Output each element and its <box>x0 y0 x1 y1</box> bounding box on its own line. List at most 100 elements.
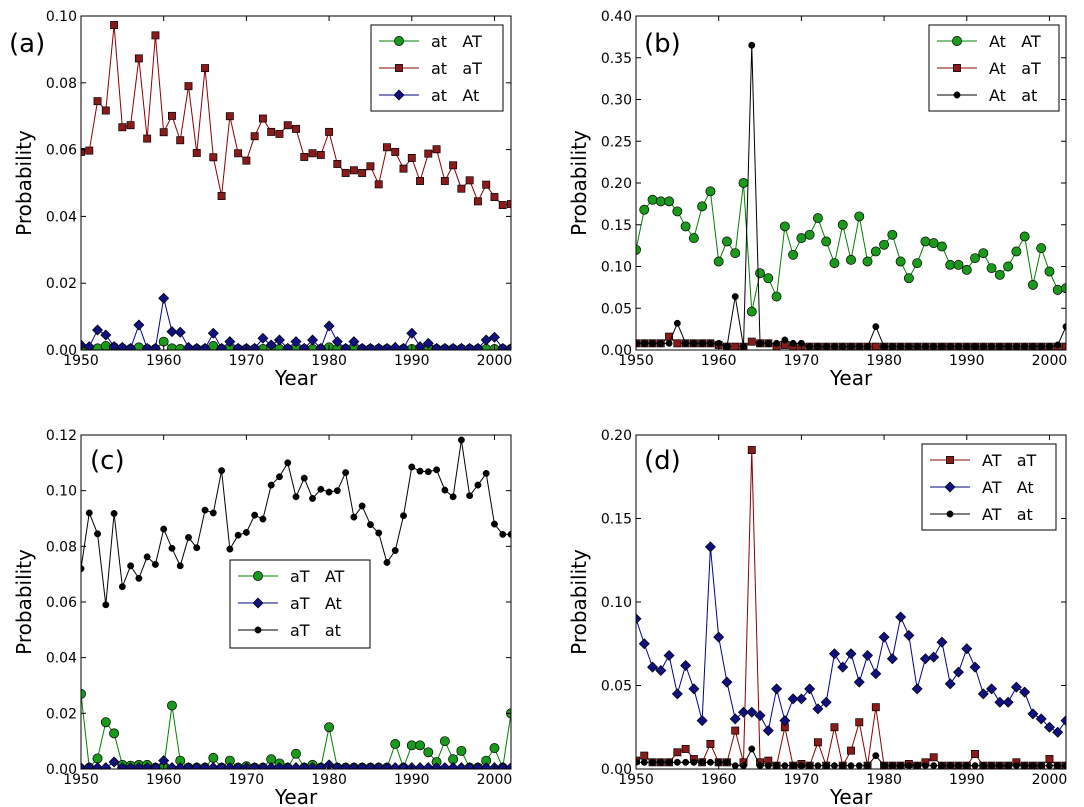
data-point <box>431 762 443 769</box>
data-point <box>406 740 417 751</box>
data-point <box>100 762 112 769</box>
data-point <box>1010 681 1022 693</box>
x-tick-label: 1990 <box>949 772 985 788</box>
data-point <box>977 688 989 700</box>
data-point <box>979 762 987 769</box>
legend-marker <box>953 64 961 72</box>
data-point <box>249 762 261 769</box>
data-point <box>919 653 931 665</box>
data-point <box>988 762 996 769</box>
legend-entry: aT at <box>290 621 341 640</box>
data-point <box>969 661 981 673</box>
data-point <box>756 339 764 347</box>
data-point <box>323 320 335 332</box>
data-point <box>92 753 103 764</box>
data-point <box>455 342 467 350</box>
data-point <box>439 342 451 350</box>
data-point <box>1012 762 1020 769</box>
data-point <box>905 343 913 350</box>
data-point <box>820 696 832 708</box>
data-point <box>232 342 244 350</box>
data-point <box>166 326 178 338</box>
data-point <box>953 666 964 678</box>
data-point <box>184 82 193 91</box>
data-point <box>224 762 236 769</box>
data-point <box>831 762 838 769</box>
data-point <box>789 762 797 769</box>
data-point <box>317 485 325 493</box>
data-point <box>298 762 310 769</box>
data-point <box>1021 343 1029 350</box>
data-point <box>432 145 441 154</box>
data-point <box>208 341 219 350</box>
data-point <box>149 342 161 350</box>
data-point <box>224 336 236 348</box>
data-point <box>464 342 476 350</box>
data-point <box>193 544 201 552</box>
data-point <box>505 342 511 350</box>
x-tick-label: 1990 <box>394 772 430 788</box>
data-point <box>141 342 153 350</box>
data-point <box>400 512 407 520</box>
data-point <box>389 762 401 769</box>
legend-entry: AT aT <box>982 451 1037 470</box>
data-point <box>879 239 890 250</box>
data-point <box>696 715 708 727</box>
data-point <box>804 229 815 240</box>
data-point <box>722 236 732 247</box>
data-point <box>81 339 87 350</box>
data-point <box>945 259 956 270</box>
data-point <box>159 128 168 137</box>
data-point <box>292 493 300 501</box>
data-point <box>474 481 482 489</box>
data-point <box>100 341 111 350</box>
data-point <box>730 248 741 259</box>
data-point <box>636 613 642 625</box>
data-point <box>381 342 393 350</box>
data-point <box>201 506 209 514</box>
data-point <box>259 515 267 523</box>
data-point <box>955 762 962 769</box>
data-point <box>806 343 814 350</box>
data-point <box>298 342 310 350</box>
data-point <box>731 342 740 350</box>
data-point <box>665 339 673 347</box>
data-point <box>250 132 259 141</box>
data-point <box>855 762 863 769</box>
data-point <box>895 611 907 623</box>
y-tick-label: 0.15 <box>601 218 632 234</box>
data-point <box>673 319 681 327</box>
data-point <box>282 762 294 769</box>
data-point <box>740 343 747 350</box>
data-point <box>389 341 401 350</box>
x-axis-label: Year <box>829 785 873 807</box>
data-point <box>185 533 192 541</box>
y-tick-label: 0.10 <box>46 9 77 25</box>
data-point <box>944 678 956 690</box>
data-point <box>284 459 292 467</box>
data-point <box>267 127 276 136</box>
y-tick-label: 0.06 <box>46 595 77 611</box>
legend: aT AT aT At aT at <box>229 559 371 649</box>
data-point <box>191 342 203 350</box>
legend-entry: AT at <box>982 505 1033 524</box>
data-point <box>133 762 145 769</box>
data-point <box>1019 231 1030 242</box>
data-point <box>773 762 781 769</box>
data-point <box>447 342 459 350</box>
data-point <box>383 143 391 152</box>
data-point <box>110 510 118 517</box>
legend-marker <box>946 456 954 464</box>
data-point <box>704 541 716 553</box>
data-point <box>366 521 374 529</box>
data-point <box>872 323 880 331</box>
data-point <box>482 180 491 189</box>
data-point <box>308 149 317 158</box>
data-point <box>422 337 434 349</box>
data-point <box>449 493 457 501</box>
data-point <box>647 194 658 205</box>
data-point <box>276 473 283 481</box>
data-point <box>307 334 319 346</box>
data-point <box>754 710 766 722</box>
legend-entry: at AT <box>431 32 482 51</box>
